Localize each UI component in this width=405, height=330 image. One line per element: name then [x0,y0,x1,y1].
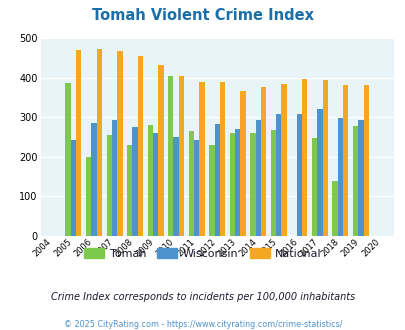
Bar [147,125,153,236]
Bar [249,133,255,236]
Bar [234,129,240,236]
Bar [106,135,112,236]
Bar [240,91,245,236]
Bar [112,120,117,236]
Bar [209,145,214,236]
Bar [316,109,322,236]
Bar [65,83,70,236]
Text: Crime Index corresponds to incidents per 100,000 inhabitants: Crime Index corresponds to incidents per… [51,292,354,302]
Bar [132,127,137,236]
Bar [275,115,281,236]
Bar [137,56,143,236]
Bar [70,140,76,236]
Bar [96,49,102,236]
Bar [332,181,337,236]
Bar [153,133,158,236]
Legend: Tomah, Wisconsin, National: Tomah, Wisconsin, National [79,244,326,263]
Bar [296,115,301,236]
Bar [91,123,96,236]
Bar [173,137,178,236]
Bar [281,84,286,236]
Bar [311,138,316,236]
Bar [127,145,132,236]
Bar [220,82,225,236]
Bar [214,124,220,236]
Bar [194,140,199,236]
Text: © 2025 CityRating.com - https://www.cityrating.com/crime-statistics/: © 2025 CityRating.com - https://www.city… [64,320,341,329]
Bar [255,120,260,236]
Bar [188,131,194,236]
Bar [158,65,163,236]
Bar [117,51,122,236]
Bar [363,85,368,236]
Bar [260,87,266,236]
Bar [301,79,307,236]
Bar [76,50,81,236]
Bar [270,130,275,236]
Bar [357,120,363,236]
Bar [322,80,327,236]
Bar [337,118,342,236]
Bar [199,82,204,236]
Bar [178,76,184,236]
Text: Tomah Violent Crime Index: Tomah Violent Crime Index [92,8,313,23]
Bar [86,157,91,236]
Bar [168,76,173,236]
Bar [342,85,347,236]
Bar [229,133,234,236]
Bar [352,126,357,236]
